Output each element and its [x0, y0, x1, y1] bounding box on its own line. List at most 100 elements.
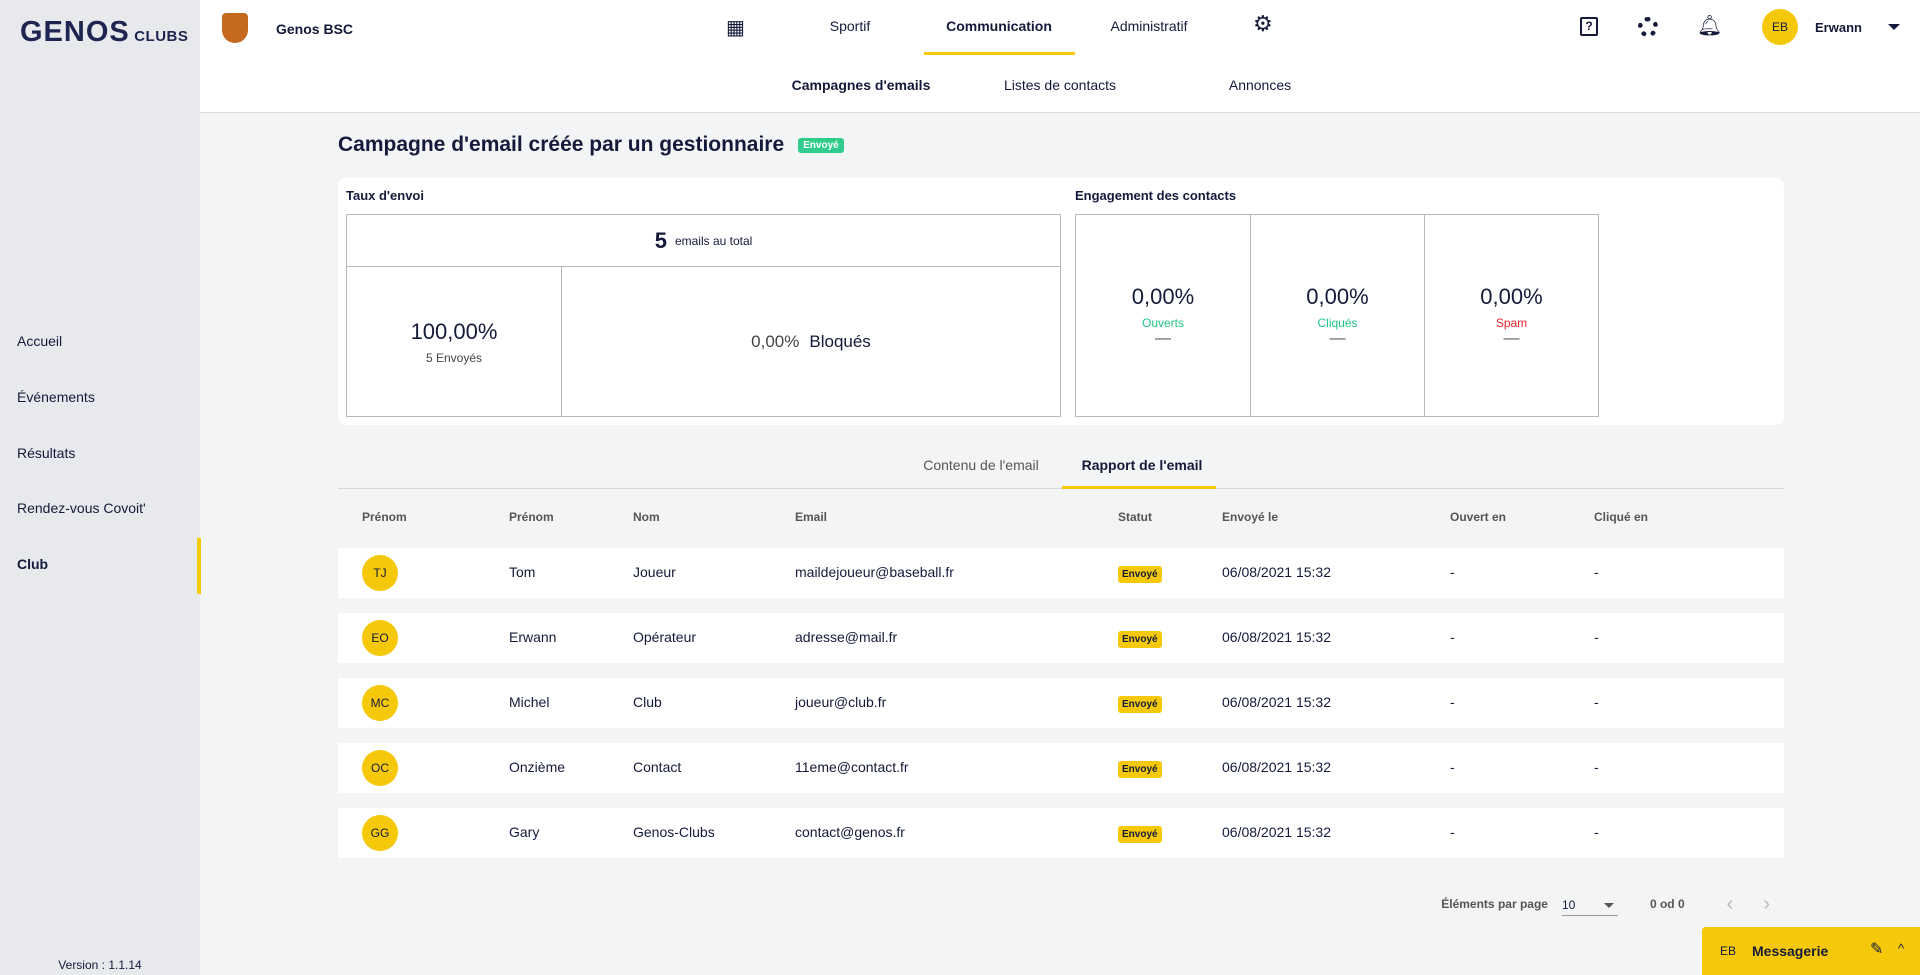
status-badge: Envoyé: [798, 137, 844, 153]
cell-clicked: -: [1594, 629, 1599, 645]
tab-contenu[interactable]: Contenu de l'email: [923, 457, 1039, 473]
nav-sportif[interactable]: Sportif: [829, 18, 871, 34]
contact-avatar: GG: [362, 815, 398, 851]
engagement-label: Engagement des contacts: [1075, 188, 1237, 203]
sidebar-item-accueil[interactable]: Accueil: [17, 333, 63, 349]
engagement-pct: 0,00%: [1131, 283, 1195, 309]
engagement-pct: 0,00%: [1306, 283, 1369, 309]
engagement-box-ouverts: 0,00% Ouverts —: [1075, 214, 1251, 417]
sidebar-item-evenements[interactable]: Événements: [17, 389, 95, 405]
cell-opened: -: [1450, 564, 1455, 580]
pencil-icon[interactable]: ✎: [1870, 941, 1884, 958]
engagement-pct: 0,00%: [1480, 283, 1543, 309]
contact-avatar: MC: [362, 685, 398, 721]
lifebuoy-icon[interactable]: [1638, 17, 1658, 37]
genos-clubs-logo: GENOS CLUBS: [20, 16, 188, 49]
cell-opened: -: [1450, 629, 1455, 645]
cell-sent: 06/08/2021 15:32: [1222, 759, 1331, 775]
engagement-value: —: [1155, 329, 1171, 347]
chevron-down-icon[interactable]: [1888, 24, 1900, 30]
logo-sub: CLUBS: [134, 28, 189, 45]
status-badge: Envoyé: [1118, 826, 1162, 843]
engagement-value: —: [1503, 329, 1520, 347]
subnav-campagnes[interactable]: Campagnes d'emails: [791, 77, 931, 93]
cell-email: contact@genos.fr: [795, 824, 905, 840]
blocked-label: Bloqués: [809, 331, 871, 351]
cell-clicked: -: [1594, 564, 1599, 580]
column-header: Ouvert en: [1450, 510, 1507, 524]
cell-first: Erwann: [509, 629, 557, 645]
messagerie-label: Messagerie: [1752, 943, 1829, 959]
table-row[interactable]: OC Onzième Contact 11eme@contact.fr Envoyé 06…: [338, 743, 1784, 793]
cell-clicked: -: [1594, 759, 1599, 775]
cell-sent: 06/08/2021 15:32: [1222, 694, 1331, 710]
next-page-button[interactable]: ›: [1763, 892, 1770, 915]
status-badge: Envoyé: [1118, 631, 1162, 648]
version: Version : 1.1.14: [58, 958, 142, 972]
cell-email: maildejoueur@baseball.fr: [795, 564, 954, 580]
page-title: Campagne d'email créée par un gestionnai…: [338, 133, 785, 156]
engagement-box-cliqués: 0,00% Cliqués —: [1250, 214, 1425, 417]
dashboard-icon[interactable]: ▦: [726, 17, 745, 39]
title-row: Campagne d'email créée par un gestionnai…: [338, 133, 844, 157]
column-header: Nom: [633, 510, 660, 524]
column-header: Prénom: [362, 510, 407, 524]
nav-active-underline: [924, 52, 1075, 55]
tabs-divider: [338, 488, 1784, 489]
user-avatar[interactable]: EB: [1762, 9, 1798, 45]
table-row[interactable]: EO Erwann Opérateur adresse@mail.fr Envoyé 06…: [338, 613, 1784, 663]
cell-sent: 06/08/2021 15:32: [1222, 824, 1331, 840]
active-indicator: [197, 538, 201, 594]
cell-email: 11eme@contact.fr: [795, 759, 909, 775]
contact-avatar: EO: [362, 620, 398, 656]
gear-icon[interactable]: ⚙: [1253, 11, 1273, 36]
page-size-label: Éléments par page: [1441, 897, 1548, 911]
cell-first: Onzième: [509, 759, 566, 775]
cell-last: Opérateur: [633, 629, 697, 645]
logo-main: GENOS: [20, 16, 130, 48]
sidebar-item-covoit[interactable]: Rendez-vous Covoit': [17, 500, 146, 516]
cell-email: adresse@mail.fr: [795, 629, 898, 645]
subnav-annonces[interactable]: Annonces: [1228, 77, 1292, 93]
total-box: 5 emails au total: [346, 214, 1061, 267]
user-name[interactable]: Erwann: [1815, 20, 1862, 35]
nav-administratif[interactable]: Administratif: [1110, 18, 1188, 34]
engagement-box-spam: 0,00% Spam —: [1424, 214, 1599, 417]
cell-opened: -: [1450, 694, 1455, 710]
status-badge: Envoyé: [1118, 566, 1162, 583]
engagement-label: Cliqués: [1317, 315, 1358, 330]
cell-last: Genos-Clubs: [633, 824, 715, 840]
page-size-value: 10: [1561, 898, 1576, 912]
messagerie-initials: EB: [1720, 944, 1737, 958]
column-header: Envoyé le: [1222, 510, 1279, 524]
sent-label: 5 Envoyés: [425, 350, 483, 365]
tab-rapport[interactable]: Rapport de l'email: [1081, 457, 1203, 473]
column-header: Prénom: [509, 510, 554, 524]
column-header: Cliqué en: [1594, 510, 1649, 524]
sent-box: 100,00% 5 Envoyés: [346, 266, 562, 417]
cell-clicked: -: [1594, 694, 1599, 710]
cell-opened: -: [1450, 824, 1455, 840]
cell-first: Gary: [509, 824, 540, 840]
nav-communication[interactable]: Communication: [946, 18, 1052, 34]
help-icon[interactable]: ?: [1580, 17, 1598, 36]
cell-first: Tom: [509, 564, 536, 580]
bell-icon[interactable]: 🔔︎: [1697, 15, 1723, 37]
prev-page-button[interactable]: ‹: [1726, 892, 1734, 915]
cell-last: Joueur: [633, 564, 676, 580]
sidebar-item-resultats[interactable]: Résultats: [17, 445, 76, 461]
contact-avatar: TJ: [362, 555, 398, 591]
engagement-value: —: [1329, 329, 1346, 347]
page-size-select[interactable]: 10: [1561, 892, 1618, 916]
table-row[interactable]: GG Gary Genos-Clubs contact@genos.fr Envoyé 0…: [338, 808, 1784, 858]
subnav-listes[interactable]: Listes de contacts: [1003, 77, 1117, 93]
engagement-label: Spam: [1495, 315, 1528, 330]
table-row[interactable]: MC Michel Club joueur@club.fr Envoyé 06/08/20…: [338, 678, 1784, 728]
sidebar-item-club[interactable]: Club: [17, 556, 49, 572]
table-row[interactable]: TJ Tom Joueur maildejoueur@baseball.fr Envoy…: [338, 548, 1784, 598]
messagerie-panel[interactable]: EB Messagerie ✎ ^: [1702, 927, 1920, 975]
engagement-label: Ouverts: [1141, 315, 1184, 330]
cell-sent: 06/08/2021 15:32: [1222, 564, 1331, 580]
page-range: 0 od 0: [1649, 897, 1685, 911]
chevron-up-icon[interactable]: ^: [1898, 941, 1905, 956]
